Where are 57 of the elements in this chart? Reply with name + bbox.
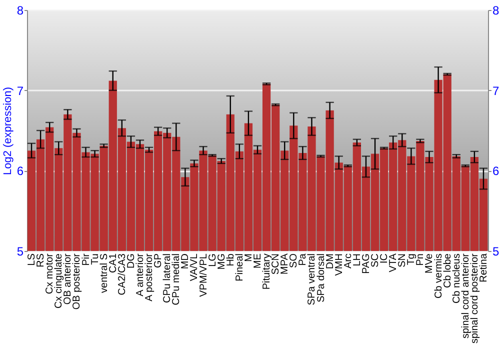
- x-tick-label: ME: [252, 253, 264, 268]
- x-tick-label: A posterior: [144, 252, 156, 302]
- x-tick-label: SPa ventral: [306, 254, 318, 306]
- x-tick-label: MPA: [280, 253, 291, 274]
- y2-tick-label: 7: [492, 84, 500, 98]
- x-tick-label: Cb vermis: [433, 254, 444, 299]
- x-tick-label: MG: [216, 253, 228, 270]
- x-tick-label: Tg: [406, 254, 418, 266]
- x-tick-label: PAG: [360, 253, 372, 274]
- x-tick-label: Pir: [80, 252, 92, 266]
- x-tick-label: spinal cord posterior: [469, 252, 480, 344]
- x-tick-label: RS: [36, 253, 47, 268]
- x-tick-label: CPu medial: [171, 254, 182, 306]
- x-tick-label: IC: [379, 254, 390, 264]
- x-tick-label: CA2/CA3: [116, 253, 128, 296]
- x-tick-label: DG: [126, 253, 137, 268]
- y2-tick-label: 8: [492, 4, 500, 18]
- x-tick-label: LH: [352, 254, 363, 266]
- y-tick-label: 8: [16, 4, 24, 18]
- x-tick-label: ventral S: [98, 253, 110, 293]
- x-tick-label: VMH: [334, 254, 345, 276]
- x-tick-label: SCN: [270, 254, 282, 275]
- y-axis-title: Log2 (expression): [2, 86, 14, 176]
- x-tick-label: A anterior: [134, 252, 146, 296]
- x-tick-label: VA/VL: [189, 253, 200, 282]
- x-tick-label: Pa: [298, 253, 309, 266]
- x-tick-label: VPM/VPL: [198, 253, 210, 297]
- x-tick-label: Hb: [225, 253, 236, 266]
- x-tick-label: Retina: [478, 253, 490, 282]
- x-tick-label: LG: [207, 253, 218, 267]
- x-tick-label: M: [243, 254, 254, 262]
- x-tick-label: MVe: [424, 253, 436, 274]
- x-tick-label: DM: [324, 254, 336, 270]
- x-tick-label: Pineal: [234, 254, 246, 282]
- x-tick-label: SPa dorsal: [316, 254, 327, 302]
- y-tick-label: 7: [16, 84, 24, 98]
- x-tick-label: Cb nucleus: [451, 254, 462, 304]
- x-tick-label: SN: [397, 254, 408, 268]
- x-tick-label: OB anterior: [62, 252, 74, 305]
- x-tick-label: SO: [288, 253, 300, 268]
- x-tick-label: Cb lobe: [442, 253, 454, 288]
- x-tick-label: GP: [153, 253, 164, 268]
- y2-tick-label: 5: [492, 244, 500, 258]
- y-tick-label: 6: [16, 164, 24, 178]
- x-tick-label: VTA: [388, 253, 400, 272]
- x-tick-label: Cx cingulate: [54, 253, 65, 309]
- x-tick-label: Arc: [342, 254, 354, 268]
- x-tick-label: spinal cord anterior: [460, 252, 472, 339]
- x-tick-label: Pn: [415, 254, 426, 266]
- y2-tick-label: 6: [492, 164, 500, 178]
- x-tick-label: Pituitary: [262, 254, 273, 290]
- x-tick-label: LS: [26, 253, 38, 266]
- x-tick-label: Tu: [90, 254, 101, 265]
- x-tick-label: OB posterior: [72, 252, 83, 310]
- x-tick-label: CA1: [108, 253, 119, 273]
- y-tick-label: 5: [16, 244, 24, 258]
- x-tick-label: SC: [370, 254, 382, 268]
